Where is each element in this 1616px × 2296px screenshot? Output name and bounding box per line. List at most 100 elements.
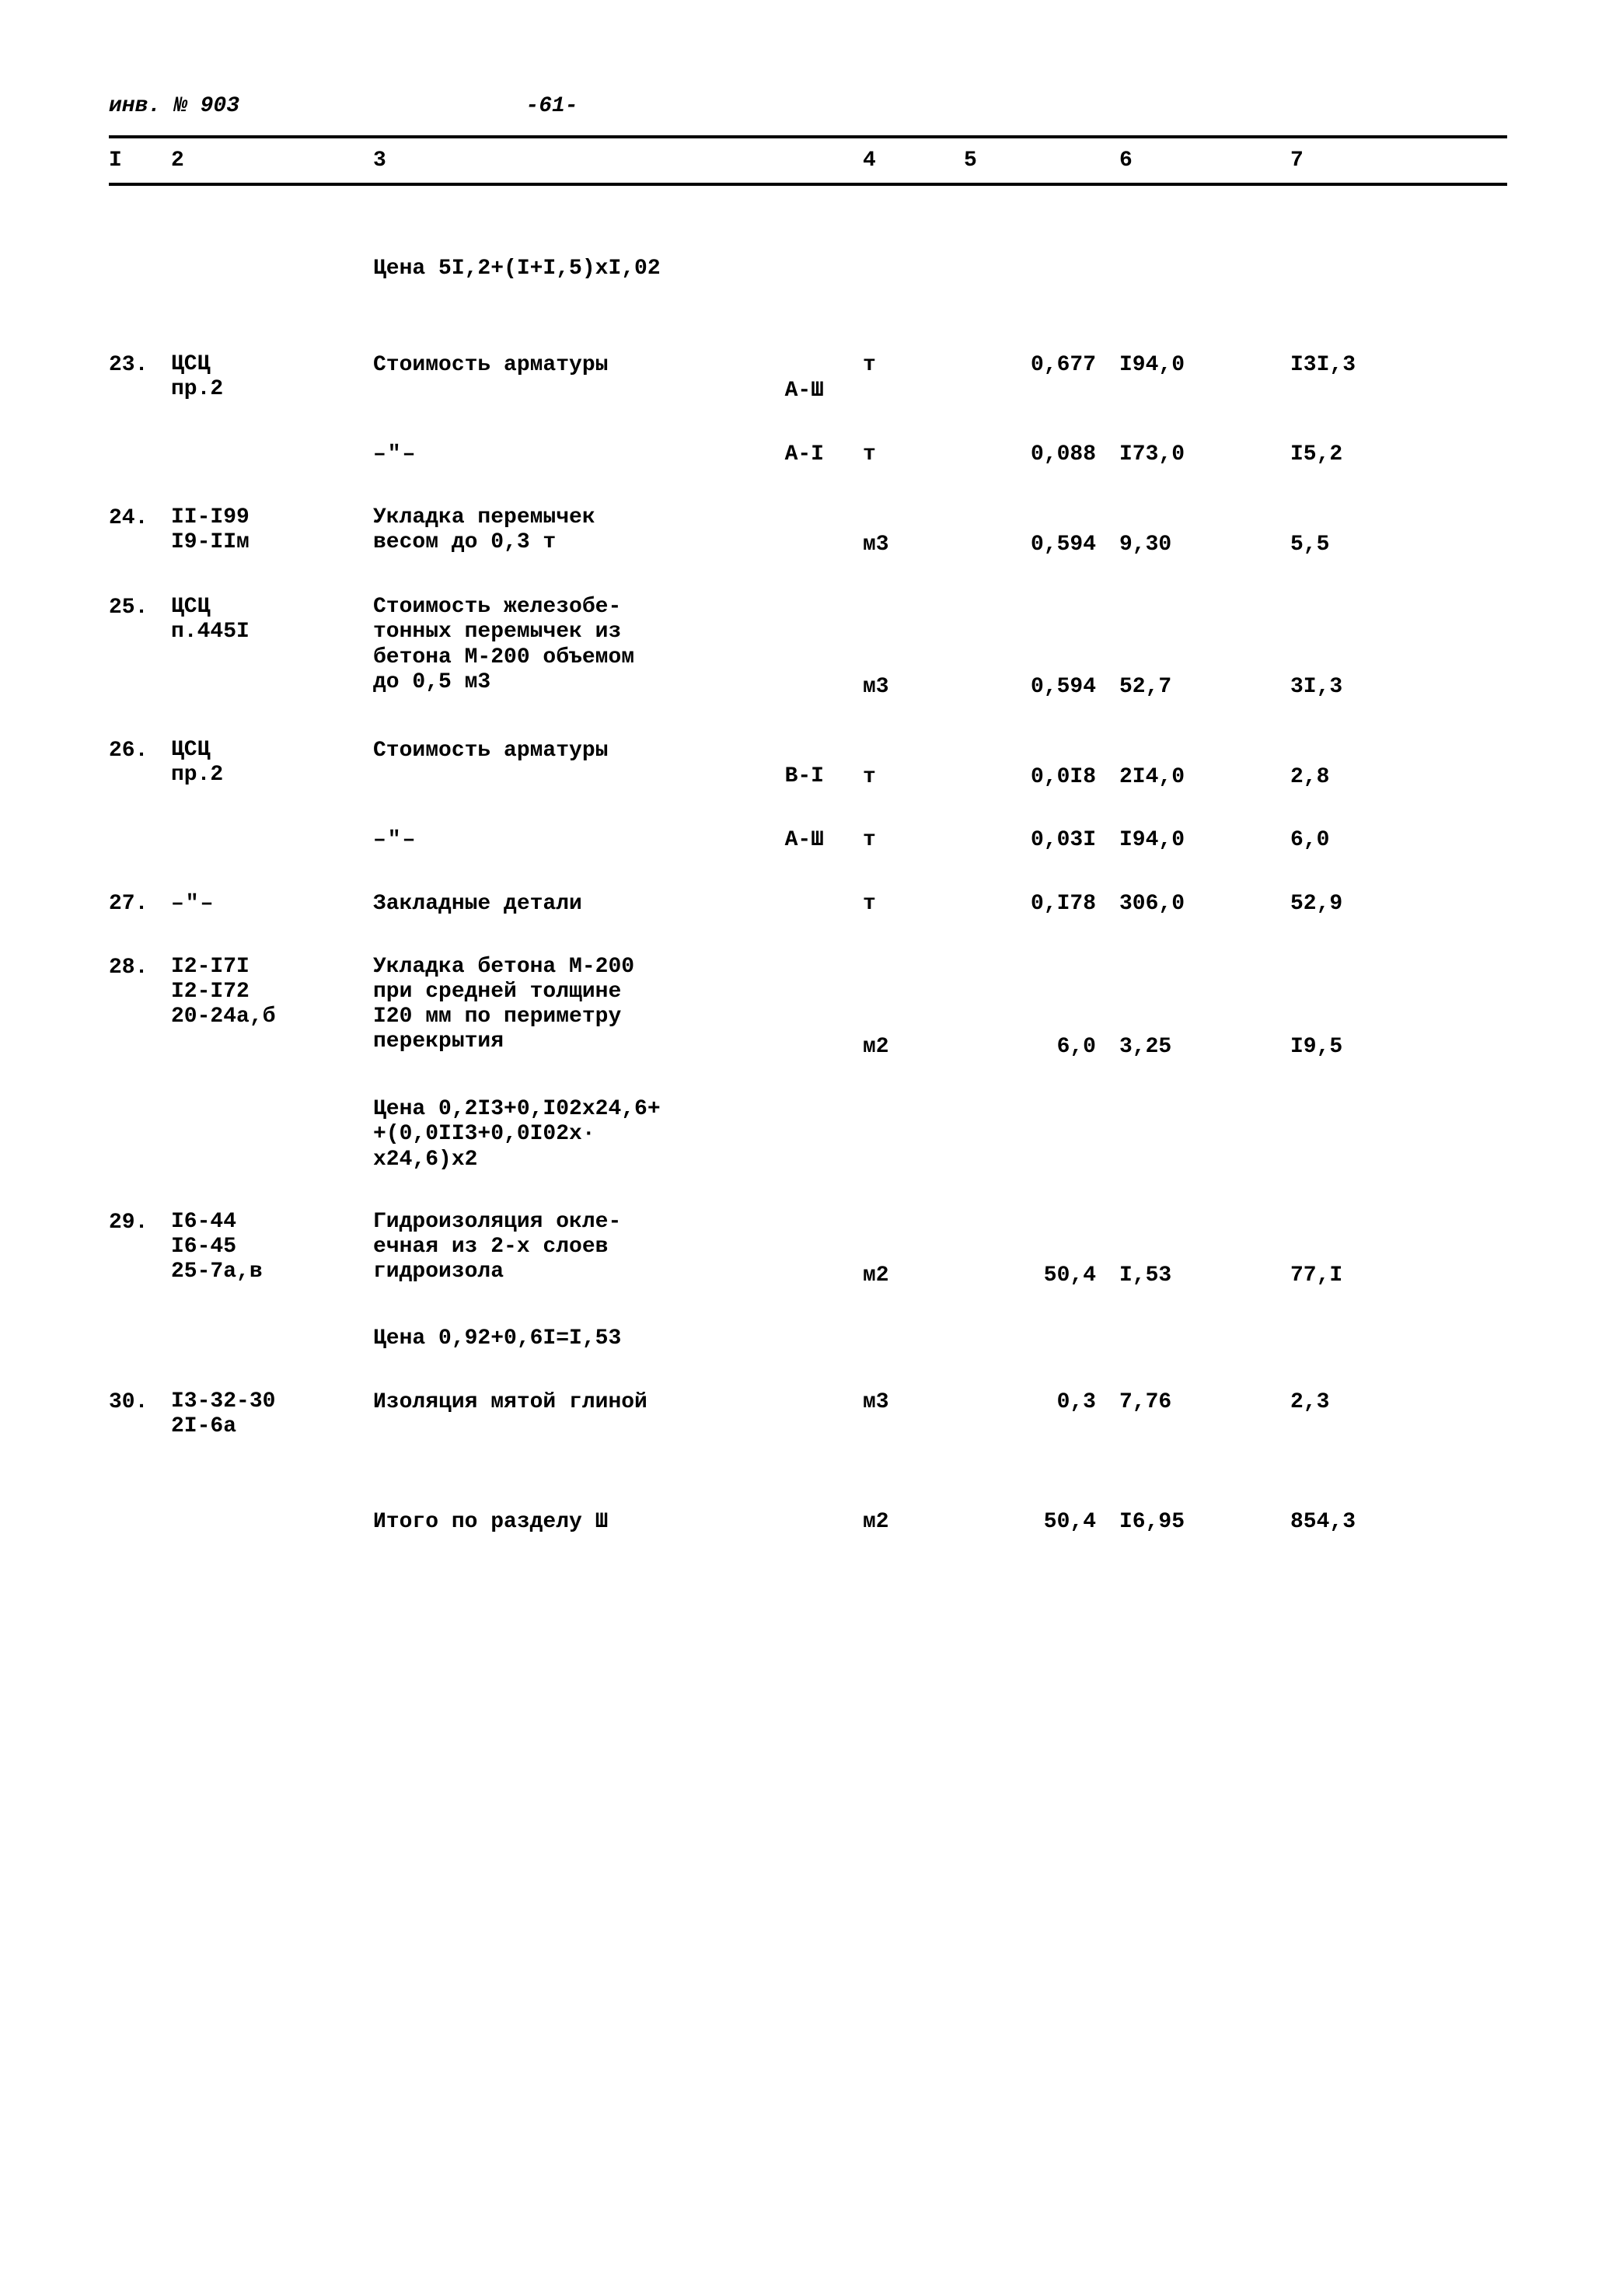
table-row: –"– А-Ш т 0,03I I94,0 6,0 [109, 827, 1507, 854]
row-qty: 0,677 [964, 352, 1119, 379]
inventory-number: инв. № 903 [109, 93, 373, 120]
table-row: 27. –"– Закладные детали т 0,I78 306,0 5… [109, 891, 1507, 917]
total-qty: 50,4 [964, 1509, 1119, 1536]
row-code: ЦСЦ п.445I [171, 595, 373, 645]
row-description: Стоимость арматуры В-I [373, 738, 863, 790]
row-unit: м3 [863, 505, 964, 558]
total-unit: м2 [863, 1509, 964, 1536]
col-header-7: 7 [1275, 148, 1507, 174]
row-unit: т [863, 827, 964, 854]
total-amount: 854,3 [1275, 1509, 1507, 1536]
row-description: Укладка перемычек весом до 0,3 т [373, 505, 863, 555]
table-row: 23. ЦСЦ пр.2 Стоимость арматуры А-Ш т 0,… [109, 352, 1507, 404]
total-rate: I6,95 [1119, 1509, 1275, 1536]
row-rate: I94,0 [1119, 827, 1275, 854]
desc-right: В-I [373, 764, 855, 790]
row-rate: 3,25 [1119, 955, 1275, 1061]
row-total: I9,5 [1275, 955, 1507, 1061]
row-number: 23. [109, 352, 171, 379]
table-row: 25. ЦСЦ п.445I Стоимость железобе- тонны… [109, 595, 1507, 701]
row-number: 27. [109, 891, 171, 917]
row-description: Изоляция мятой глиной [373, 1389, 863, 1416]
row-number: 25. [109, 595, 171, 621]
col-header-1: I [109, 148, 171, 174]
desc-left: Стоимость арматуры [373, 352, 608, 379]
row-total: 52,9 [1275, 891, 1507, 917]
row-qty: 0,088 [964, 442, 1119, 468]
row-number: 29. [109, 1210, 171, 1236]
row-unit: м2 [863, 955, 964, 1061]
price-formula-text: Цена 0,2I3+0,I02х24,6+ +(0,0II3+0,0I02х·… [373, 1097, 863, 1172]
header-row: инв. № 903 -61- [109, 93, 1507, 120]
row-code: ЦСЦ пр.2 [171, 352, 373, 402]
row-rate: 7,76 [1119, 1389, 1275, 1416]
table-row: 24. II-I99 I9-IIм Укладка перемычек весо… [109, 505, 1507, 558]
col-header-5: 5 [964, 148, 1119, 174]
row-code: I2-I7I I2-I72 20-24а,б [171, 955, 373, 1030]
row-rate: I73,0 [1119, 442, 1275, 468]
col-header-3: 3 [373, 148, 863, 174]
row-description: Закладные детали [373, 891, 863, 917]
row-description: Стоимость арматуры А-Ш [373, 352, 863, 404]
row-total: I3I,3 [1275, 352, 1507, 379]
row-description: Стоимость железобе- тонных перемычек из … [373, 595, 863, 695]
row-rate: I94,0 [1119, 352, 1275, 379]
row-description: –"– А-Ш [373, 827, 863, 854]
total-label: Итого по разделу Ш [373, 1509, 863, 1536]
section-total-row: Итого по разделу Ш м2 50,4 I6,95 854,3 [109, 1509, 1507, 1536]
row-rate: 306,0 [1119, 891, 1275, 917]
row-total: 6,0 [1275, 827, 1507, 854]
row-rate: 52,7 [1119, 595, 1275, 701]
row-number: 24. [109, 505, 171, 532]
price-formula-text: Цена 5I,2+(I+I,5)хI,02 [373, 256, 863, 282]
row-total: 5,5 [1275, 505, 1507, 558]
col-header-6: 6 [1119, 148, 1275, 174]
table-row: 28. I2-I7I I2-I72 20-24а,б Укладка бетон… [109, 955, 1507, 1061]
row-total: 77,I [1275, 1210, 1507, 1289]
desc-right: А-Ш [785, 827, 855, 854]
table-row: 30. I3-32-30 2I-6а Изоляция мятой глиной… [109, 1389, 1507, 1439]
row-unit: т [863, 738, 964, 791]
row-code: ЦСЦ пр.2 [171, 738, 373, 788]
row-unit: т [863, 891, 964, 917]
row-qty: 6,0 [964, 955, 1119, 1061]
row-unit: т [863, 442, 964, 468]
row-code: –"– [171, 891, 373, 917]
row-number: 28. [109, 955, 171, 981]
price-formula-row: Цена 0,92+0,6I=I,53 [109, 1326, 1507, 1352]
row-total: 3I,3 [1275, 595, 1507, 701]
row-code: I6-44 I6-45 25-7а,в [171, 1210, 373, 1285]
row-description: Укладка бетона М-200 при средней толщине… [373, 955, 863, 1055]
row-unit: т [863, 352, 964, 379]
row-qty: 0,03I [964, 827, 1119, 854]
row-qty: 0,0I8 [964, 738, 1119, 791]
row-code: I3-32-30 2I-6а [171, 1389, 373, 1439]
row-qty: 0,3 [964, 1389, 1119, 1416]
row-number: 30. [109, 1389, 171, 1416]
ditto-mark: –"– [373, 442, 417, 468]
column-header-bar: I 2 3 4 5 6 7 [109, 135, 1507, 187]
row-rate: 9,30 [1119, 505, 1275, 558]
row-qty: 0,594 [964, 595, 1119, 701]
col-header-4: 4 [863, 148, 964, 174]
desc-right: А-I [785, 442, 855, 468]
row-qty: 50,4 [964, 1210, 1119, 1289]
row-unit: м2 [863, 1210, 964, 1289]
row-unit: м3 [863, 1389, 964, 1416]
ditto-mark: –"– [373, 827, 417, 854]
row-qty: 0,I78 [964, 891, 1119, 917]
top-price-formula: Цена 5I,2+(I+I,5)хI,02 [109, 256, 1507, 282]
row-unit: м3 [863, 595, 964, 701]
row-rate: 2I4,0 [1119, 738, 1275, 791]
price-formula-row: Цена 0,2I3+0,I02х24,6+ +(0,0II3+0,0I02х·… [109, 1097, 1507, 1172]
page-number: -61- [373, 93, 731, 120]
row-total: I5,2 [1275, 442, 1507, 468]
desc-left: Стоимость арматуры [373, 738, 608, 764]
row-code: II-I99 I9-IIм [171, 505, 373, 555]
table-row: 29. I6-44 I6-45 25-7а,в Гидроизоляция ок… [109, 1210, 1507, 1289]
table-row: 26. ЦСЦ пр.2 Стоимость арматуры В-I т 0,… [109, 738, 1507, 791]
desc-right: А-Ш [373, 378, 855, 404]
row-total: 2,3 [1275, 1389, 1507, 1416]
row-total: 2,8 [1275, 738, 1507, 791]
row-description: Гидроизоляция окле- ечная из 2-х слоев г… [373, 1210, 863, 1285]
